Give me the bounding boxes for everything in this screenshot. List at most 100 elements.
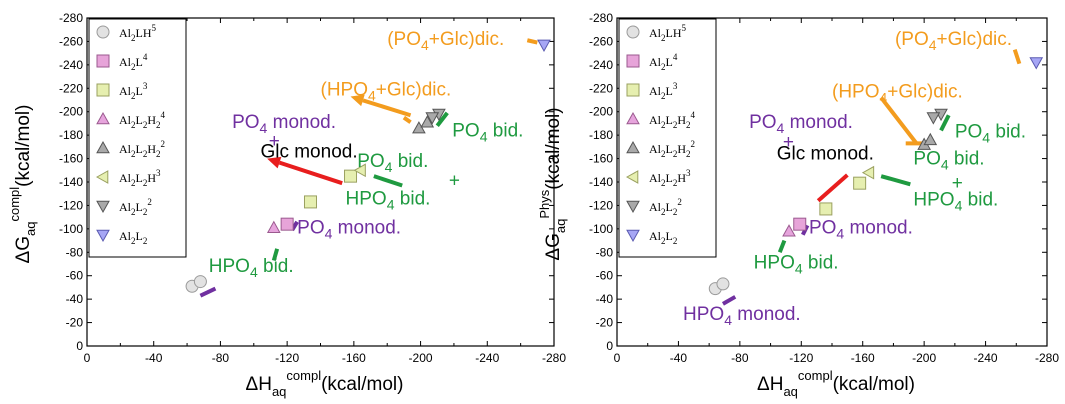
legend-entry: Al2L2H22 — [119, 139, 165, 159]
data-point-s5 — [420, 115, 435, 128]
x-tick-label: -160 — [342, 351, 366, 365]
y-tick-label: -220 — [589, 81, 613, 95]
legend-marker — [96, 111, 110, 125]
annotation-line — [879, 96, 919, 145]
annotation-a6: PO4 bid. — [955, 121, 1026, 145]
x-axis-title: ΔHaqcompl(kcal/mol) — [757, 368, 915, 399]
data-point-s2 — [280, 217, 294, 231]
y-axis-title: ΔGaqcompl(kcal/mol) — [7, 105, 38, 264]
legend-marker — [626, 111, 640, 125]
arrow-head — [350, 94, 365, 107]
annotation-line — [939, 114, 951, 132]
legend-marker — [626, 83, 640, 97]
y-tick-label: -280 — [59, 11, 83, 25]
y-tick-label: -200 — [59, 105, 83, 119]
y-axis-title: ΔGaqPhys(kcal/mol) — [537, 107, 568, 260]
legend-marker — [626, 200, 640, 214]
x-tick-label: -80 — [212, 351, 230, 365]
legend-marker — [626, 25, 640, 39]
annotation-line — [1012, 49, 1022, 65]
arrow-shaft — [362, 98, 412, 118]
x-tick-label: -120 — [275, 351, 299, 365]
x-tick-label: -200 — [409, 351, 433, 365]
annotation-a9: HPO4 bid. — [346, 188, 431, 212]
data-point-s4 — [266, 220, 281, 233]
legend-box — [618, 18, 717, 258]
legend-entry: Al2L2H3 — [119, 168, 161, 188]
data-point-s8 — [537, 39, 551, 52]
annotation-a4: + — [783, 132, 794, 153]
y-tick-label: -60 — [66, 269, 84, 283]
annotation-a5: Glc monod. — [777, 144, 874, 165]
y-tick-label: -200 — [589, 105, 613, 119]
annotation-a4: + — [269, 131, 280, 152]
arrow-shaft — [278, 160, 343, 186]
y-tick-label: -220 — [59, 81, 83, 95]
data-point-s3 — [303, 195, 317, 209]
legend-marker — [96, 200, 110, 214]
legend-entry: Al2L4 — [119, 52, 148, 72]
data-point-s7 — [926, 112, 941, 125]
annotation-line — [526, 38, 538, 45]
arrow-head — [267, 156, 282, 169]
y-tick-label: -80 — [66, 245, 84, 259]
annotation-a2: (HPO4+Glc)dic. — [832, 82, 963, 106]
legend-entry: Al2L2H3 — [649, 168, 691, 188]
annotation-a10: PO4 monod. — [809, 218, 913, 242]
y-tick-label: -140 — [59, 175, 83, 189]
annotation-a8: + — [449, 171, 460, 192]
y-tick-label: -160 — [59, 152, 83, 166]
legend-marker — [96, 140, 110, 154]
y-tick-label: -240 — [59, 58, 83, 72]
y-tick-label: -20 — [66, 316, 84, 330]
legend-marker — [96, 54, 110, 68]
x-tick-label: 0 — [614, 351, 621, 365]
annotation-a3: PO4 monod. — [232, 112, 336, 136]
annotation-a2: (HPO4+Glc)dic. — [321, 79, 452, 103]
data-point-s6 — [861, 165, 875, 180]
y-tick-label: -140 — [589, 175, 613, 189]
annotation-a7: PO4 bid. — [357, 151, 428, 175]
annotation-a3: PO4 monod. — [749, 112, 853, 136]
legend-marker — [96, 229, 110, 243]
annotation-line — [402, 115, 412, 124]
y-tick-label: -120 — [59, 198, 83, 212]
y-tick-label: 0 — [76, 339, 83, 353]
data-point-s6 — [353, 163, 366, 178]
data-point-s1 — [193, 275, 207, 289]
legend-marker — [96, 25, 110, 39]
annotation-line — [880, 174, 911, 187]
legend-entry: Al2L4 — [649, 52, 678, 72]
x-tick-label: -200 — [912, 351, 936, 365]
data-point-s5 — [923, 132, 938, 146]
y-tick-label: -40 — [66, 292, 84, 306]
y-tick-label: -160 — [589, 152, 613, 166]
legend-entry: Al2L2 — [119, 229, 147, 246]
legend-entry: Al2LH5 — [649, 23, 687, 43]
x-tick-label: -280 — [542, 351, 566, 365]
y-tick-label: -280 — [589, 11, 613, 25]
x-tick-label: -240 — [974, 351, 998, 365]
right-chart: 0 -40 -80 -120 -160 -200 -240 -280 0 -20 -40 -60 -80… — [537, 11, 1059, 399]
annotation-line — [271, 248, 280, 262]
legend-marker — [626, 229, 640, 243]
data-point-s7 — [425, 112, 440, 125]
data-point-s8 — [1029, 57, 1044, 70]
legend-marker — [626, 54, 640, 68]
legend-entry: Al2L3 — [649, 81, 678, 101]
legend-marker — [626, 140, 640, 154]
x-tick-label: -280 — [1035, 351, 1059, 365]
annotation-a10: PO4 monod. — [297, 218, 401, 242]
legend-marker — [96, 83, 110, 97]
y-tick-label: -60 — [596, 269, 614, 283]
y-tick-label: 0 — [606, 339, 613, 353]
annotation-line — [816, 173, 849, 203]
data-point-s2 — [793, 217, 807, 231]
x-tick-label: 0 — [84, 351, 91, 365]
legend-entry: Al2L2H24 — [649, 110, 696, 130]
annotation-a11: HPO4 bid. — [754, 253, 839, 277]
annotation-a5: Glc monod. — [260, 141, 357, 162]
x-tick-label: -120 — [789, 351, 813, 365]
y-tick-label: -120 — [589, 198, 613, 212]
